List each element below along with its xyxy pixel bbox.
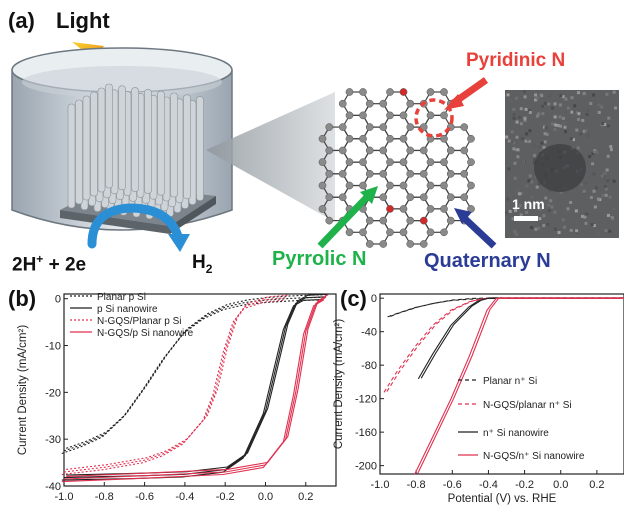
y-tick-label: -30 (45, 434, 61, 446)
x-tick-label: -0.4 (175, 491, 194, 503)
series-line (390, 297, 624, 317)
series-line (387, 297, 623, 318)
series-line (414, 297, 623, 475)
x-tick-label: -0.8 (95, 491, 114, 503)
series-line (63, 297, 286, 473)
legend-entry: N-GQS/n⁺ Si nanowire (483, 451, 585, 462)
x-axis-label: Potential (V) vs. RHE (448, 493, 557, 505)
pyridinic-label: Pyridinic N (466, 50, 566, 71)
pyridinic-highlight (414, 98, 454, 138)
light-label: Light (56, 8, 110, 33)
panel-b-label: (b) (8, 286, 37, 311)
legend-entry: N-GQS/planar n⁺ Si (483, 400, 572, 411)
x-tick-label: 0.2 (298, 491, 313, 503)
tem-image (505, 90, 619, 238)
scale-bar-label: 1 nm (512, 196, 545, 212)
reaction-arrow-icon (87, 203, 190, 252)
y-axis-label: Current Density (mA/cm²) (333, 319, 345, 450)
series-line (66, 294, 329, 449)
x-tick-label: -1.0 (371, 479, 390, 491)
series-line (61, 299, 284, 476)
x-tick-label: 0.0 (258, 491, 273, 503)
pyrrolic-arrow (317, 186, 378, 249)
y-tick-label: -10 (45, 341, 61, 353)
series-line (66, 294, 288, 470)
y-axis-label: Current Density (mA/cm²) (17, 325, 29, 456)
x-tick-label: -1.0 (55, 491, 74, 503)
series-line (417, 297, 623, 380)
x-tick-label: -0.8 (407, 479, 426, 491)
plot-frame (379, 293, 624, 475)
panel-a-label: (a) (8, 8, 35, 33)
y-tick-label: -160 (355, 427, 377, 439)
x-tick-label: 0.0 (553, 479, 568, 491)
y-tick-label: -80 (361, 360, 377, 372)
y-tick-label: -20 (45, 387, 61, 399)
legend-entry: Planar n⁺ Si (483, 376, 537, 387)
zoom-cone (206, 92, 335, 222)
x-tick-label: -0.4 (479, 479, 498, 491)
legend-entry: N-GQS/p Si nanowire (97, 328, 194, 339)
y-tick-label: -120 (355, 394, 377, 406)
pyrrolic-label: Pyrrolic N (272, 248, 367, 270)
product-label: H2 (192, 252, 213, 276)
quaternary-arrow (454, 208, 497, 249)
series-line (66, 294, 329, 477)
reactant-label: 2H+ + 2e (12, 252, 87, 276)
series-line (417, 297, 624, 474)
plot-frame (63, 293, 337, 487)
x-tick-label: -0.6 (135, 491, 154, 503)
chart-c: -1.0 -0.8 -0.6 -0.4 -0.2 0.0 0.2 0 -40 -80 -120 -16… (333, 293, 624, 505)
pyridinic-arrow (444, 77, 489, 110)
legend-entry: Planar p Si (97, 292, 146, 303)
quaternary-label: Quaternary N (424, 250, 551, 272)
y-tick-label: 0 (371, 293, 377, 305)
y-tick-label: -40 (361, 327, 377, 339)
x-tick-label: -0.2 (515, 479, 534, 491)
legend-entry: p Si nanowire (97, 304, 158, 315)
x-tick-label: 0.2 (589, 479, 604, 491)
graphene-quantum-sheet (318, 88, 475, 248)
x-tick-label: -0.6 (443, 479, 462, 491)
chart-b: -1.0 -0.8 -0.6 -0.4 -0.2 0.0 0.2 0 -10 -20 -30 -40 C… (17, 292, 337, 503)
y-tick-label: -200 (355, 461, 377, 473)
schematic-illustration (11, 42, 619, 252)
y-tick-label: -40 (45, 481, 61, 493)
y-tick-label: 0 (55, 294, 61, 306)
legend-entry: N-GQS/Planar p Si (97, 316, 181, 327)
panel-c-label: (c) (340, 286, 367, 311)
x-tick-label: -0.2 (216, 491, 235, 503)
legend-entry: n⁺ Si nanowire (483, 428, 549, 439)
